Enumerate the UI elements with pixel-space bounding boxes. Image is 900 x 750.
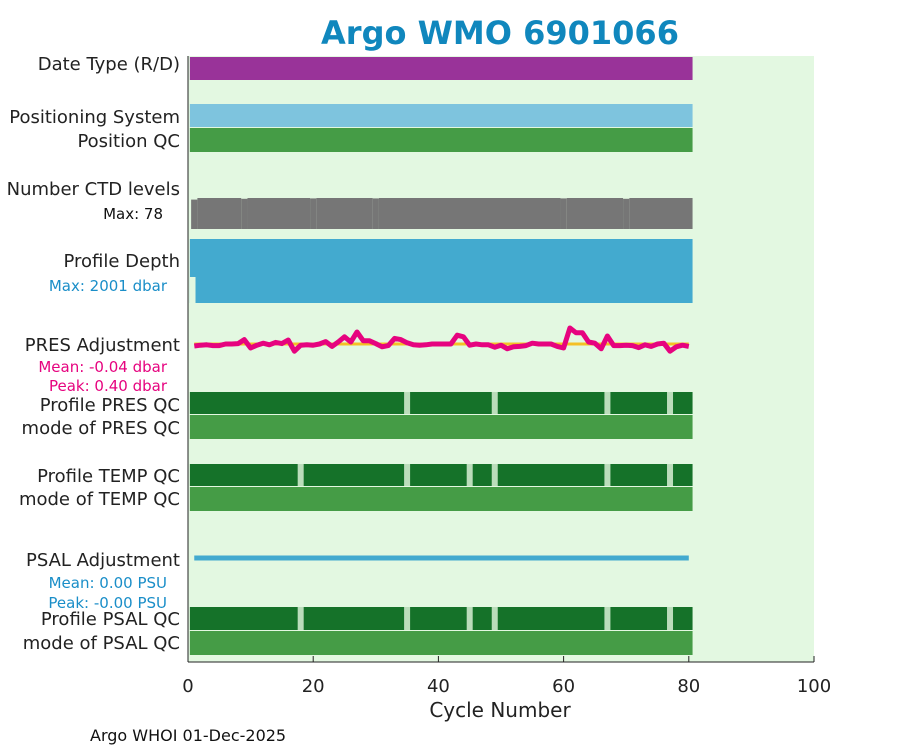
profile-temp-qc-bar-gap	[297, 464, 304, 486]
profile-temp-qc-bar-gap	[404, 464, 411, 486]
ctd-levels-bar	[316, 198, 373, 229]
ctd-levels-bar	[629, 198, 693, 229]
date-type-bar	[189, 57, 693, 80]
positioning-system-bar	[189, 104, 693, 127]
profile-psal-qc-bar	[189, 607, 693, 630]
profile-psal-qc-bar-gap	[491, 607, 498, 630]
ctd-levels-bar	[241, 198, 248, 229]
profile-psal-qc-bar-gap	[604, 607, 611, 630]
profile-pres-qc-bar-gap	[404, 392, 411, 414]
pres-peak-label: Peak: 0.40 dbar	[49, 377, 168, 395]
chart-title: Argo WMO 6901066	[321, 14, 679, 52]
row-label-depth: Profile Depth	[63, 251, 180, 272]
ctd-levels-bar	[378, 198, 561, 229]
mode-temp-qc-bar	[189, 487, 693, 511]
mode-pres-qc-bar	[189, 415, 693, 439]
data-bars	[189, 57, 693, 655]
x-tick-label: 100	[797, 676, 831, 697]
axes: 0 20 40 60 80 100	[182, 56, 831, 697]
profile-psal-qc-bar-gap	[667, 607, 674, 630]
profile-temp-qc-bar-gap	[604, 464, 611, 486]
data-lines	[193, 325, 690, 561]
depth-max-label: Max: 2001 dbar	[49, 277, 168, 295]
profile-psal-qc-bar-gap	[404, 607, 411, 630]
row-label-psal-adj: PSAL Adjustment	[26, 550, 180, 571]
x-tick-label: 20	[302, 676, 325, 697]
profile-psal-qc-bar-gap	[297, 607, 304, 630]
row-label-psal-qc: Profile PSAL QC	[41, 609, 180, 630]
x-tick-label: 40	[427, 676, 450, 697]
position-qc-bar	[189, 128, 693, 152]
row-label-ctd: Number CTD levels	[7, 179, 180, 200]
profile-depth-bar	[189, 239, 693, 303]
row-label-positioning: Positioning System	[9, 107, 180, 128]
mode-psal-qc-bar	[189, 631, 693, 655]
ctd-levels-bar	[372, 198, 379, 229]
psal-peak-label: Peak: -0.00 PSU	[48, 594, 167, 612]
profile-depth-first-cycle	[189, 277, 196, 303]
ctd-levels-bar	[560, 198, 567, 229]
x-tick-label: 60	[552, 676, 575, 697]
profile-pres-qc-bar-gap	[667, 392, 674, 414]
profile-temp-qc-bar-gap	[667, 464, 674, 486]
x-tick-label: 0	[182, 676, 193, 697]
pres-mean-label: Mean: -0.04 dbar	[38, 358, 168, 376]
profile-psal-qc-bar-gap	[466, 607, 473, 630]
ctd-levels-bar	[197, 198, 242, 229]
x-tick-label: 80	[677, 676, 700, 697]
profile-pres-qc-bar-gap	[491, 392, 498, 414]
row-label-pres-mode: mode of PRES QC	[22, 418, 180, 439]
ctd-levels-bar	[566, 198, 624, 229]
profile-pres-qc-bar-gap	[604, 392, 611, 414]
ctd-levels-bar	[310, 198, 317, 229]
ctd-max-label: Max: 78	[103, 205, 163, 223]
row-label-position-qc: Position QC	[77, 131, 180, 152]
row-label-temp-qc: Profile TEMP QC	[37, 466, 180, 487]
ctd-levels-bar	[247, 198, 311, 229]
row-label-temp-mode: mode of TEMP QC	[19, 489, 180, 510]
row-labels: Date Type (R/D) Positioning System Positio…	[7, 54, 180, 654]
profile-temp-qc-bar	[189, 464, 693, 486]
profile-pres-qc-bar	[189, 392, 693, 414]
ctd-levels-bar	[191, 199, 198, 229]
row-label-psal-mode: mode of PSAL QC	[23, 633, 180, 654]
plot-background	[188, 56, 814, 662]
profile-temp-qc-bar-gap	[491, 464, 498, 486]
row-label-pres-adj: PRES Adjustment	[25, 335, 180, 356]
x-axis-label: Cycle Number	[429, 698, 571, 722]
ctd-levels-bar	[623, 198, 630, 229]
footer-text: Argo WHOI 01-Dec-2025	[90, 726, 286, 745]
row-label-pres-qc: Profile PRES QC	[40, 395, 180, 416]
row-label-date-type: Date Type (R/D)	[38, 54, 180, 75]
pres-adjustment-line	[193, 325, 690, 354]
profile-temp-qc-bar-gap	[466, 464, 473, 486]
psal-mean-label: Mean: 0.00 PSU	[49, 574, 167, 592]
